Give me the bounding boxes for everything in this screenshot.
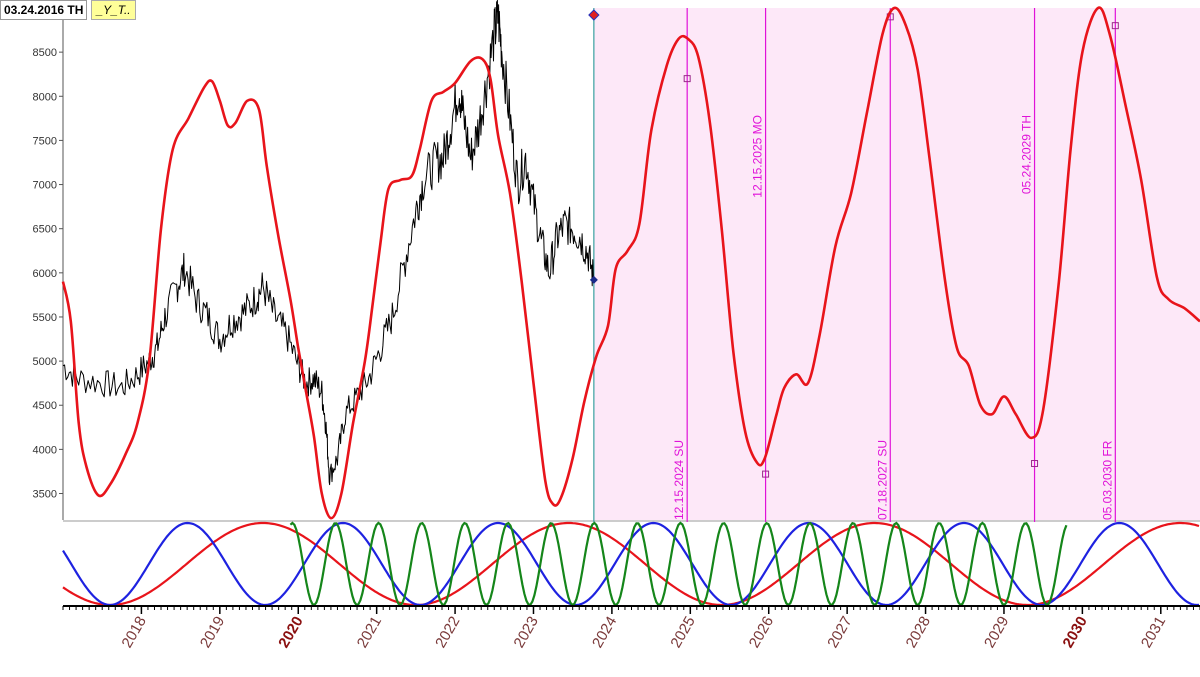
y-tick-label: 8500 — [33, 47, 57, 59]
x-tick-label: 2024 — [589, 614, 620, 651]
x-axis-minor-ticks — [62, 606, 1200, 610]
cycle-wave-red — [62, 521, 1200, 607]
x-tick-label: 2031 — [1138, 614, 1169, 651]
x-tick-label: 2028 — [903, 614, 934, 651]
turning-point-marker — [762, 470, 770, 478]
x-tick-label: 2022 — [432, 614, 463, 651]
y-tick-label: 7500 — [33, 135, 57, 147]
x-tick-label: 2027 — [824, 614, 855, 651]
turning-point-marker — [1111, 22, 1119, 30]
y-tick-label: 6000 — [33, 268, 57, 280]
x-tick-label: 2020 — [275, 614, 306, 651]
x-tick-label: 2029 — [981, 614, 1012, 651]
y-tick-label: 4500 — [33, 400, 57, 412]
y-tick-label: 7000 — [33, 180, 57, 192]
cursor-date-label: 03.24.2016 TH — [0, 0, 88, 20]
turning-point-label: 12.15.2025 MO — [751, 115, 765, 198]
y-tick-label: 8000 — [33, 91, 57, 103]
y-tick-label: 4000 — [33, 444, 57, 456]
symbol-tag[interactable]: _Y_T.. — [91, 0, 136, 20]
x-tick-label: 2019 — [197, 614, 228, 651]
y-tick-label: 5000 — [33, 356, 57, 368]
y-tick-label: 5500 — [33, 312, 57, 324]
price-series — [62, 0, 595, 486]
x-tick-label: 2023 — [511, 614, 542, 651]
y-tick-label: 6500 — [33, 224, 57, 236]
x-tick-label: 2018 — [118, 614, 149, 651]
turning-point-label: 05.03.2030 FR — [1100, 440, 1114, 520]
x-tick-label: 2026 — [746, 614, 777, 651]
cycle-wave-green — [289, 521, 1068, 607]
x-tick-label: 2025 — [667, 614, 698, 651]
today-top-marker — [588, 9, 600, 21]
turning-point-marker — [683, 75, 691, 83]
turning-point-label: 12.15.2024 SU — [672, 440, 686, 520]
price-end-marker — [589, 275, 598, 284]
projection-series — [61, 6, 1200, 520]
future-projection-region — [593, 8, 1200, 520]
turning-point-label: 05.24.2029 TH — [1020, 115, 1034, 194]
turning-point-label: 07.18.2027 SU — [875, 440, 889, 520]
turning-point-marker — [1031, 460, 1039, 468]
chart-header: 03.24.2016 TH _Y_T.. — [0, 0, 136, 20]
x-tick-label: 2021 — [354, 614, 385, 651]
x-tick-label: 2030 — [1059, 614, 1090, 651]
y-tick-label: 3500 — [33, 489, 57, 501]
